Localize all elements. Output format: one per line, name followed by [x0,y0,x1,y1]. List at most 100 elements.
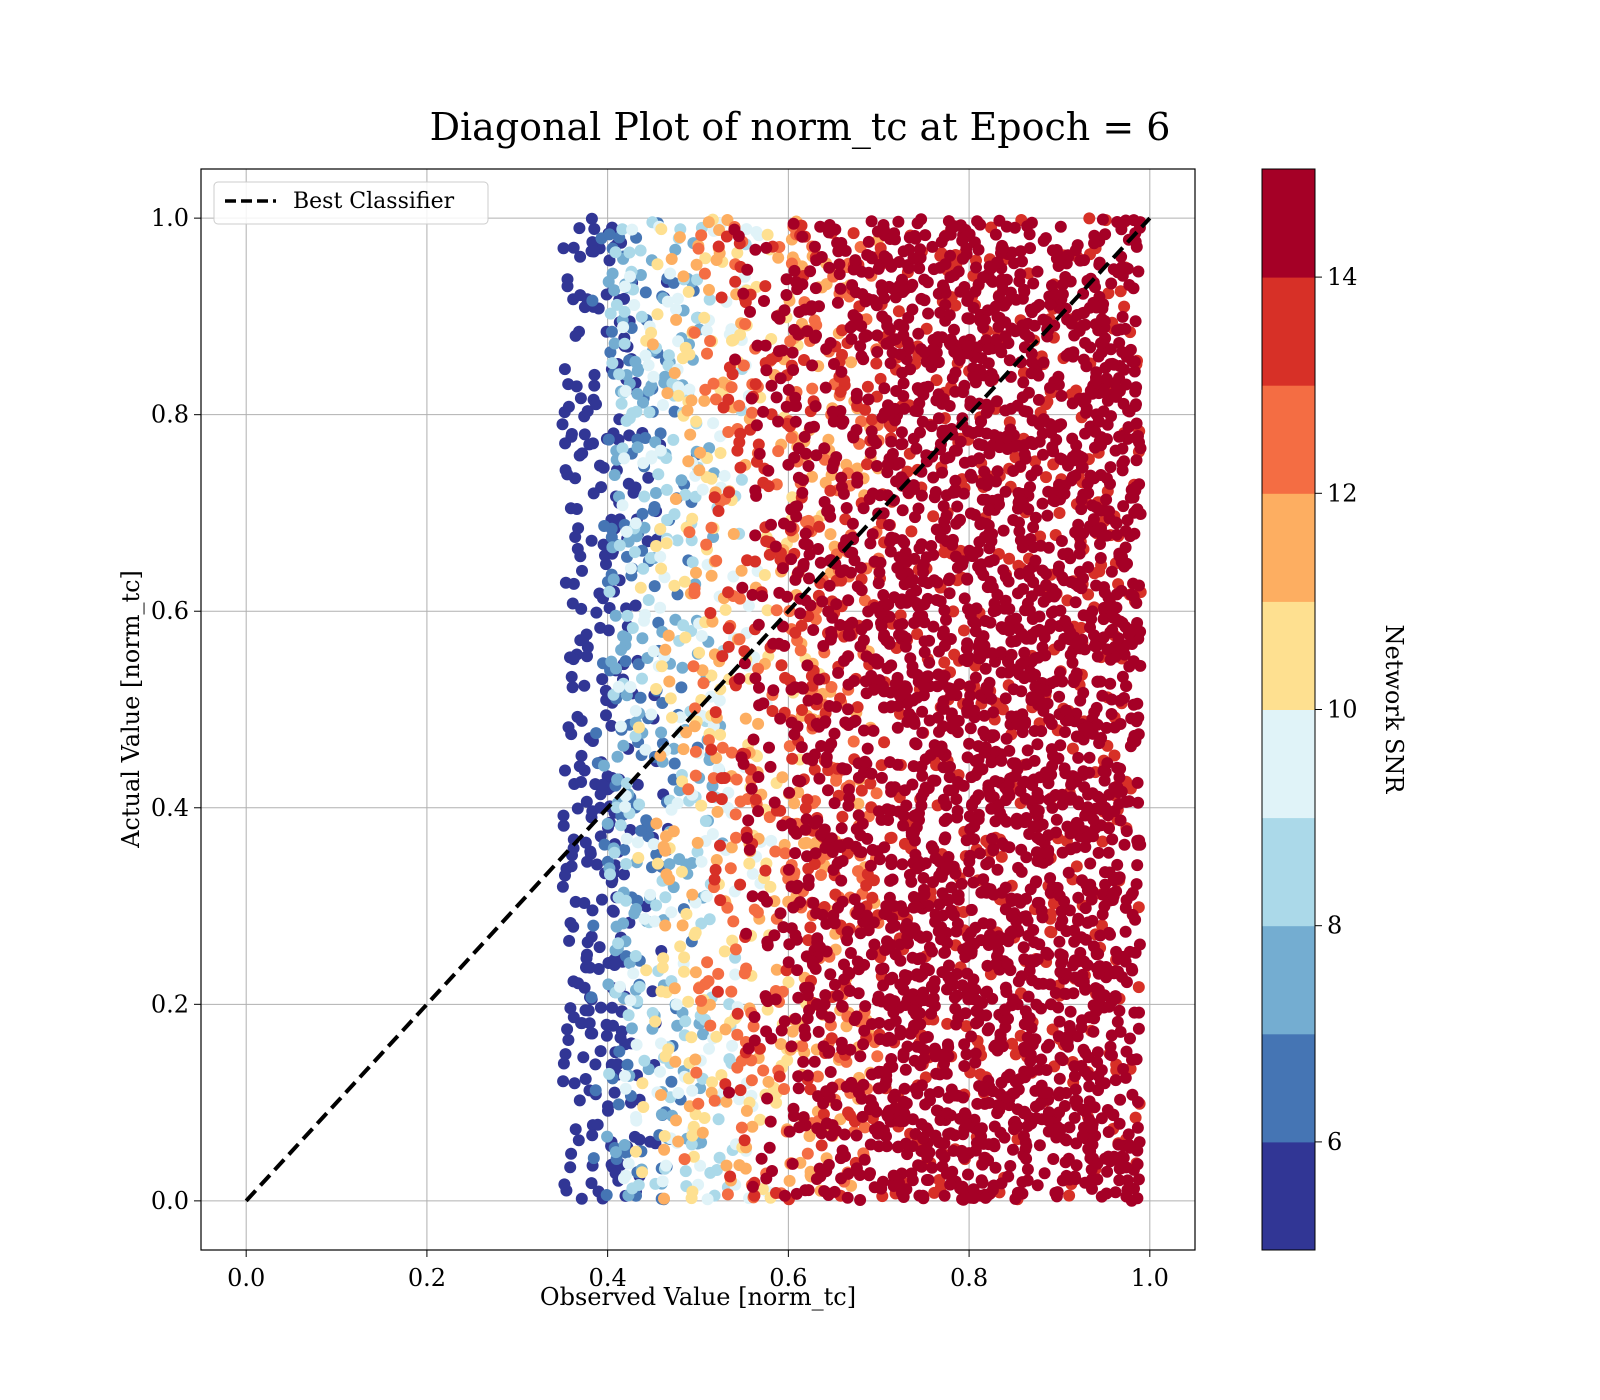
scatter-point [974,218,987,231]
scatter-point [596,893,608,906]
scatter-point [817,1108,830,1121]
scatter-point [640,964,653,977]
scatter-point [852,797,865,810]
scatter-point [961,941,974,954]
scatter-point [815,251,828,263]
scatter-point [568,1077,581,1090]
scatter-point [1122,1128,1135,1141]
scatter-point [923,656,936,669]
scatter-point [991,465,1004,478]
scatter-point [614,819,627,832]
scatter-point [825,681,838,693]
scatter-point [942,574,955,587]
scatter-point [901,1148,914,1161]
scatter-point [729,353,742,366]
scatter-point [1132,1096,1144,1108]
scatter-point [803,548,816,561]
scatter-point [654,523,667,535]
scatter-point [1060,1169,1073,1182]
scatter-point [909,404,922,417]
scatter-point [602,624,615,637]
scatter-point [1054,666,1066,679]
scatter-point [629,704,642,717]
scatter-point [725,746,738,759]
scatter-point [651,258,664,271]
scatter-point [1000,986,1013,998]
scatter-point [1019,1005,1032,1018]
scatter-point [617,739,630,752]
scatter-point [788,323,801,336]
scatter-point [1099,332,1112,345]
scatter-point [730,831,742,844]
scatter-point [562,1034,575,1046]
scatter-point [636,507,649,520]
scatter-point [715,1069,728,1082]
scatter-point [1080,406,1092,419]
scatter-point [926,1161,939,1174]
scatter-point [610,920,623,933]
scatter-point [639,349,652,362]
scatter-point [1105,565,1118,578]
scatter-point [637,396,649,409]
scatter-point [606,357,619,370]
scatter-point [556,418,569,431]
scatter-point [721,901,734,914]
scatter-point [893,457,906,469]
scatter-point [574,250,587,263]
scatter-point [772,445,785,458]
scatter-point [740,1104,753,1117]
scatter-point [1088,640,1101,652]
scatter-point [587,487,600,500]
scatter-point [685,394,698,407]
scatter-point [763,741,775,754]
scatter-point [635,310,648,323]
scatter-point [1017,583,1030,595]
scatter-point [867,433,880,446]
scatter-point [559,764,571,777]
scatter-point [1007,1143,1019,1156]
scatter-point [884,874,897,887]
scatter-point [564,1002,577,1015]
scatter-point [724,1170,737,1183]
scatter-point [690,1066,703,1079]
scatter-point [1101,1165,1114,1178]
scatter-point [1095,803,1108,816]
scatter-point [968,833,981,846]
scatter-point [608,284,621,297]
scatter-point [894,900,907,913]
scatter-point [1012,861,1025,874]
scatter-point [700,890,713,903]
scatter-point [680,908,693,920]
scatter-point [1086,605,1099,618]
scatter-point [958,592,971,605]
scatter-point [956,252,969,265]
scatter-point [629,1145,642,1158]
scatter-point [943,400,956,412]
scatter-point [1109,1074,1122,1087]
scatter-point [910,738,923,751]
scatter-point [962,1168,974,1181]
scatter-point [610,662,622,675]
scatter-point [960,1048,973,1061]
scatter-point [1017,941,1030,954]
scatter-point [1124,1032,1136,1045]
scatter-point [1131,776,1144,789]
scatter-point [718,772,731,784]
scatter-point [909,511,921,524]
scatter-point [603,585,616,598]
scatter-point [828,727,841,740]
scatter-point [791,720,804,733]
scatter-point [559,1048,572,1061]
scatter-point [776,562,789,575]
scatter-point [756,1183,769,1195]
scatter-point [716,741,729,754]
scatter-point [760,364,773,377]
scatter-point [594,459,606,472]
scatter-point [947,605,960,618]
scatter-point [1132,265,1145,278]
scatter-point [612,680,625,693]
scatter-point [824,484,837,497]
scatter-point [965,771,978,784]
scatter-point [1113,1117,1126,1130]
scatter-point [1084,341,1097,354]
